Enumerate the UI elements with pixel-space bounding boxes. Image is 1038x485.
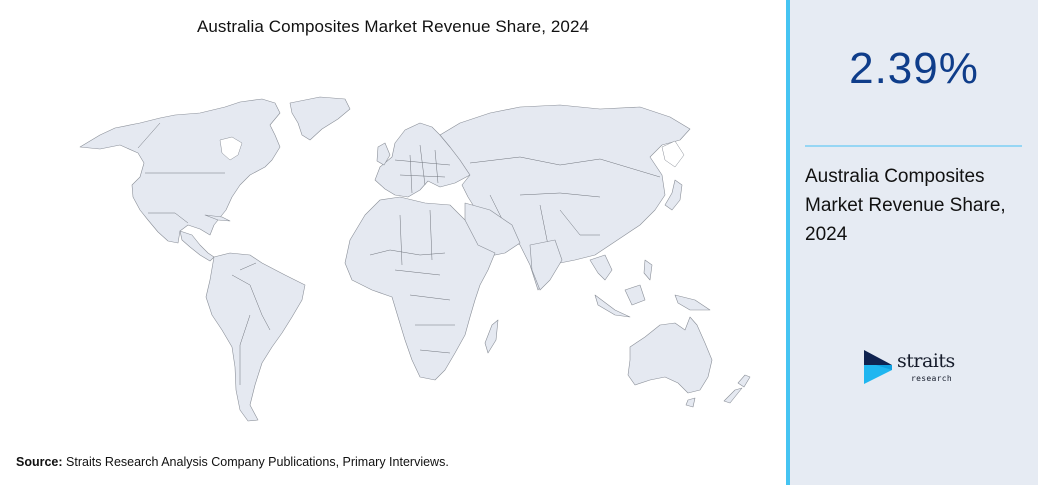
borders-asia <box>469 156 661 246</box>
region-india <box>529 239 563 291</box>
chart-title: Australia Composites Market Revenue Shar… <box>196 17 590 36</box>
logo-wordmark: straits <box>897 350 955 372</box>
logo-subtext: research <box>911 374 952 383</box>
region-japan <box>664 179 683 211</box>
stat-label: Australia Composites Market Revenue Shar… <box>805 166 1006 245</box>
source-text: Straits Research Analysis Company Public… <box>62 455 449 469</box>
region-africa <box>344 196 496 381</box>
region-australia <box>627 316 713 394</box>
region-philippines <box>643 259 653 281</box>
region-new-zealand <box>723 374 751 404</box>
region-tasmania <box>685 397 696 408</box>
region-south-america <box>205 252 306 422</box>
region-north-america <box>79 98 281 244</box>
stat-divider <box>805 145 1022 147</box>
region-central-america <box>179 230 215 262</box>
source-label: Source: <box>16 455 63 469</box>
source-note: Source: Straits Research Analysis Compan… <box>16 455 449 469</box>
sea-of-okhotsk <box>661 140 685 168</box>
stat-value: 2.39% <box>849 44 979 93</box>
region-borneo <box>624 284 646 306</box>
stat-panel <box>786 0 1038 485</box>
borders-europe <box>394 144 451 194</box>
region-new-guinea <box>674 294 711 311</box>
straits-logo-icon <box>864 350 892 384</box>
region-indochina <box>589 254 613 281</box>
hudson-bay <box>219 136 243 161</box>
straits-research-logo: straits research <box>862 348 972 388</box>
region-sumatra <box>594 294 631 318</box>
region-caribbean <box>204 214 231 222</box>
region-madagascar <box>484 319 499 354</box>
region-greenland <box>289 96 351 141</box>
world-map-svg <box>79 96 751 422</box>
borders-south-america <box>231 262 271 385</box>
borders-africa <box>369 209 455 354</box>
world-map <box>0 85 786 435</box>
map-panel: Australia Composites Market Revenue Shar… <box>0 17 786 469</box>
border-alaska <box>137 122 161 149</box>
border-us-mexico <box>148 212 189 224</box>
region-uk <box>376 142 391 166</box>
accent-bar <box>786 0 790 485</box>
